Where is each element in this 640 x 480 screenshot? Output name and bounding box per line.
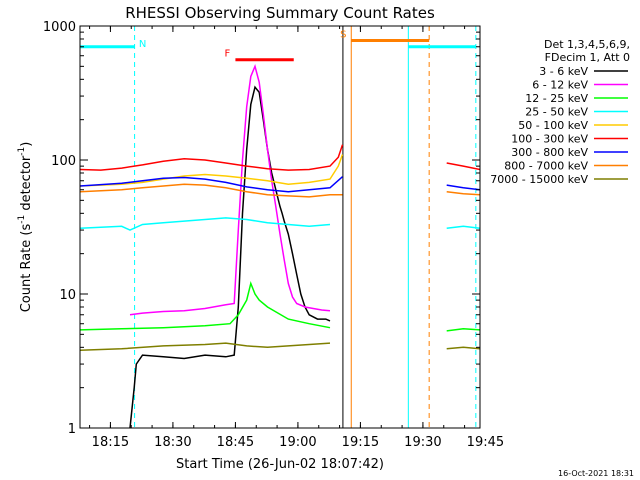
series-1 — [129, 63, 331, 316]
series-5-segment-0 — [80, 144, 344, 171]
series-4 — [80, 154, 344, 187]
x-tick-label-1: 18:30 — [154, 435, 191, 450]
series-2-segment-0 — [80, 280, 331, 331]
x-tick-label-2: 18:45 — [217, 435, 254, 450]
y-tick-label-1: 10 — [59, 288, 76, 303]
series-6 — [80, 176, 480, 193]
series-6-segment-1 — [446, 184, 480, 191]
x-tick-label-0: 18:15 — [92, 435, 129, 450]
chart-title: RHESSI Observing Summary Count Rates — [125, 4, 435, 22]
legend-header-line-1: Det 1,3,4,5,6,9, — [544, 38, 630, 51]
series-2-segment-1 — [446, 328, 480, 332]
legend-label-4: 50 - 100 keV — [518, 119, 588, 132]
x-tick-label-6: 19:45 — [467, 435, 504, 450]
legend-header-line-2: FDecim 1, Att 0 — [545, 51, 630, 64]
series-8-segment-1 — [446, 346, 480, 350]
x-tick-label-3: 19:00 — [279, 435, 316, 450]
series-8-segment-0 — [80, 342, 331, 352]
y-axis-label: Count Rate (s-1 detector-1) — [17, 142, 34, 313]
y-tick-label-2: 100 — [51, 154, 76, 169]
flag-label-0: N — [139, 39, 146, 50]
flag-label-1: F — [225, 49, 231, 60]
x-tick-label-4: 19:15 — [342, 435, 379, 450]
y-tick-label-0: 1 — [68, 422, 76, 437]
legend-label-3: 25 - 50 keV — [525, 106, 588, 119]
series-7 — [80, 183, 480, 198]
legend-label-8: 7000 - 15000 keV — [490, 173, 588, 186]
series-8 — [80, 342, 480, 352]
legend-label-0: 3 - 6 keV — [539, 65, 588, 78]
series-3 — [80, 217, 480, 231]
series-lines — [80, 63, 480, 428]
series-5-segment-1 — [446, 162, 480, 171]
y-tick-label-3: 1000 — [43, 20, 76, 35]
series-3-segment-0 — [80, 217, 331, 231]
legend-label-7: 800 - 7000 keV — [504, 160, 588, 173]
legend-label-2: 12 - 25 keV — [525, 92, 588, 105]
x-tick-label-5: 19:30 — [404, 435, 441, 450]
flag-label-2: S — [340, 29, 346, 40]
legend-label-5: 100 - 300 keV — [511, 133, 588, 146]
series-3-segment-1 — [446, 225, 480, 229]
series-7-segment-0 — [80, 183, 343, 198]
series-7-segment-1 — [446, 190, 480, 196]
x-axis-label: Start Time (26-Jun-02 18:07:42) — [176, 457, 384, 472]
series-6-segment-0 — [80, 176, 343, 193]
series-2 — [80, 280, 480, 332]
series-4-segment-0 — [80, 154, 344, 187]
plot-frame — [79, 25, 481, 429]
legend-label-1: 6 - 12 keV — [532, 79, 588, 92]
series-5 — [80, 144, 480, 171]
flag-bars: N F S — [80, 29, 476, 62]
generation-timestamp: 16-Oct-2021 18:31 — [558, 469, 634, 478]
legend-label-6: 300 - 800 keV — [511, 146, 588, 159]
legend: Det 1,3,4,5,6,9, FDecim 1, Att 0 3 - 6 k… — [490, 38, 630, 186]
axes: 18:15 18:30 18:45 19:00 19:15 19:30 19:45 1 10 10… — [43, 20, 504, 450]
series-1-segment-0 — [129, 63, 331, 316]
